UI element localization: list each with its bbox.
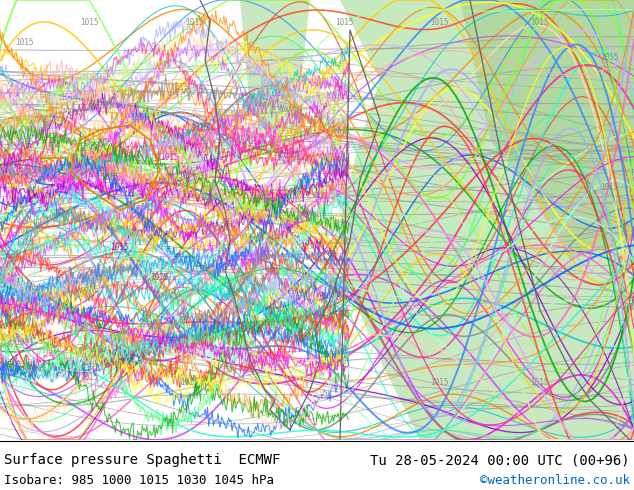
Text: 1015: 1015 xyxy=(15,238,34,247)
Text: Surface pressure Spaghetti  ECMWF: Surface pressure Spaghetti ECMWF xyxy=(4,453,280,467)
Text: 1015: 1015 xyxy=(200,193,219,202)
Text: 1015: 1015 xyxy=(130,113,148,122)
Text: 1015: 1015 xyxy=(170,83,188,92)
Text: 1015: 1015 xyxy=(430,378,448,387)
Text: 1015: 1015 xyxy=(530,378,548,387)
Polygon shape xyxy=(240,0,310,140)
Text: 1015: 1015 xyxy=(160,153,179,162)
Text: 1015: 1015 xyxy=(530,18,548,27)
Text: 1015: 1015 xyxy=(180,378,198,387)
Text: 1015: 1015 xyxy=(140,203,158,212)
Text: 1015: 1015 xyxy=(335,18,354,27)
Polygon shape xyxy=(310,0,634,440)
Text: 1015: 1015 xyxy=(185,18,204,27)
Text: 1015: 1015 xyxy=(620,303,634,312)
Text: Isobare: 985 1000 1015 1030 1045 hPa: Isobare: 985 1000 1015 1030 1045 hPa xyxy=(4,474,274,487)
Text: ©weatheronline.co.uk: ©weatheronline.co.uk xyxy=(480,474,630,487)
Text: 1015: 1015 xyxy=(80,373,98,382)
Text: 1015: 1015 xyxy=(600,183,619,192)
Text: 1015: 1015 xyxy=(15,338,34,347)
Text: 1015: 1015 xyxy=(60,93,79,102)
Text: 1015: 1015 xyxy=(190,123,209,132)
Text: 1015: 1015 xyxy=(15,138,34,147)
Text: 1015: 1015 xyxy=(150,273,169,282)
Text: 1015: 1015 xyxy=(600,53,619,62)
Text: 1015: 1015 xyxy=(70,233,89,242)
Text: 1015: 1015 xyxy=(110,243,129,252)
Text: 1015: 1015 xyxy=(100,173,119,182)
Polygon shape xyxy=(450,0,634,260)
Text: 1015: 1015 xyxy=(240,233,259,242)
Text: 1015: 1015 xyxy=(80,18,98,27)
Text: 1015: 1015 xyxy=(15,38,34,47)
Text: Tu 28-05-2024 00:00 UTC (00+96): Tu 28-05-2024 00:00 UTC (00+96) xyxy=(370,453,630,467)
Text: 1015: 1015 xyxy=(430,18,448,27)
